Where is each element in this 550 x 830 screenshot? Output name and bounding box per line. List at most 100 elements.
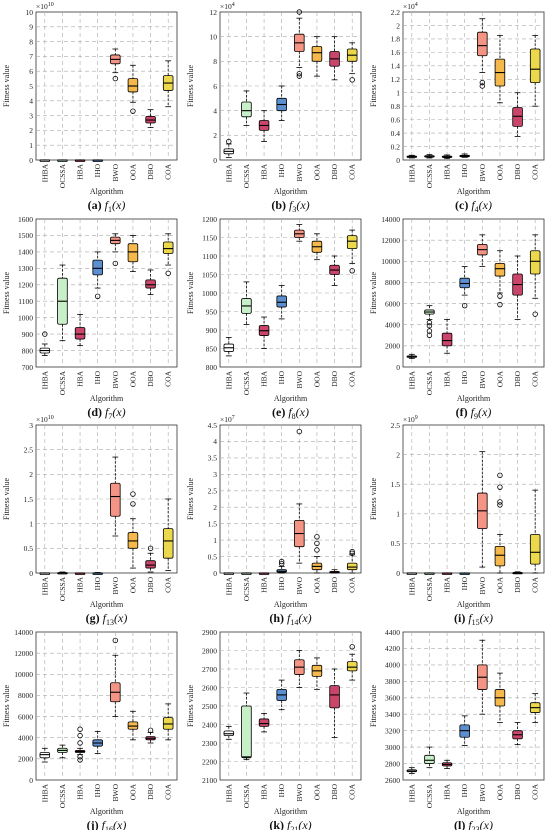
box-ihba xyxy=(39,747,51,763)
panel-e: 800 850 900 950 1000 1050 1100 1150 1200 IHBA OCSS… xyxy=(186,215,362,421)
x-tick-label: BWO xyxy=(295,370,304,388)
panel-i: 0 0.5 1 1.5 2 2.5×109 IHBA OCSSA HBA IHO BWO OOA DBO… xyxy=(369,415,545,627)
box-body xyxy=(162,528,174,559)
box-coa xyxy=(346,229,358,274)
outlier-point xyxy=(77,740,83,746)
x-tick-label: BWO xyxy=(295,576,304,594)
x-tick-label: OOA xyxy=(312,783,321,800)
y-tick-label: 1100 xyxy=(18,297,33,306)
box-ooa xyxy=(311,233,323,261)
box-body xyxy=(92,259,103,276)
x-tick-label: COA xyxy=(164,783,173,799)
box-hba xyxy=(441,319,453,354)
x-tick-label: IHBA xyxy=(224,163,233,182)
y-tick-label: 3200 xyxy=(385,726,400,735)
y-tick-label: 0.5 xyxy=(208,552,218,561)
box-bwo xyxy=(477,639,488,715)
box-coa xyxy=(346,548,358,574)
y-tick-label: 950 xyxy=(206,307,218,316)
y-tick-label: 0 xyxy=(396,569,400,578)
y-tick-label: 3.5 xyxy=(208,454,218,463)
x-tick-label: OCSSA xyxy=(242,783,251,808)
plot-area xyxy=(219,424,362,574)
x-tick-label: IHBA xyxy=(40,370,49,389)
y-tick-label: 4000 xyxy=(18,734,33,743)
box-body xyxy=(346,562,358,571)
plot-area xyxy=(402,218,545,368)
y-tick-label: 2 xyxy=(213,503,217,512)
panel-caption: (c) f4(x) xyxy=(455,198,492,214)
y-tick-label: 3800 xyxy=(385,677,400,686)
box-ooa xyxy=(127,491,139,569)
box-bwo xyxy=(294,224,305,242)
outlier-point xyxy=(426,319,433,326)
box-iho xyxy=(92,159,103,162)
outlier-point xyxy=(130,501,136,507)
y-tick-label: 4.5 xyxy=(208,421,218,430)
x-axis-title: Algorithm xyxy=(274,187,308,196)
x-tick-label: COA xyxy=(164,576,173,592)
box-iho xyxy=(276,679,287,711)
box-body xyxy=(241,705,252,759)
y-tick-label: 2900 xyxy=(202,628,217,637)
y-tick-label: 1 xyxy=(396,89,400,98)
box-body xyxy=(311,46,323,62)
x-tick-label: BWO xyxy=(111,576,120,594)
box-hba xyxy=(441,759,453,769)
box-coa xyxy=(162,60,174,108)
box-ihba xyxy=(39,572,51,575)
y-tick-label: 1.5 xyxy=(208,519,218,528)
outlier-point xyxy=(497,484,503,490)
x-tick-label: BWO xyxy=(111,163,120,181)
box-ocssa xyxy=(424,154,435,159)
y-tick-label: 12 xyxy=(210,8,218,17)
plot-area xyxy=(402,11,545,161)
x-tick-label: COA xyxy=(531,370,540,386)
y-tick-label: 1600 xyxy=(18,215,33,224)
y-tick-label: 1.4 xyxy=(391,62,401,71)
box-body xyxy=(441,332,453,347)
panel-h: 0 0.5 1 1.5 2 2.5 3 3.5 4 4.5×107 IHBA OCSSA HBA IHO B… xyxy=(186,415,362,627)
y-tick-label: 0 xyxy=(29,156,33,165)
box-coa xyxy=(346,644,358,681)
y-tick-label: 6 xyxy=(29,67,33,76)
box-ocssa xyxy=(241,572,252,575)
y-tick-label: 850 xyxy=(206,344,218,353)
panel-caption: (g) f13(x) xyxy=(86,611,128,627)
y-tick-label: 0 xyxy=(213,569,217,578)
x-tick-label: IHBA xyxy=(40,163,49,182)
y-tick-label: 8000 xyxy=(385,278,400,287)
x-tick-label: COA xyxy=(348,576,357,592)
box-body xyxy=(346,235,358,249)
x-tick-label: OOA xyxy=(495,576,504,593)
panel-caption: (b) f3(x) xyxy=(271,198,309,214)
box-bwo xyxy=(110,456,121,537)
y-tick-label: 14000 xyxy=(14,628,33,637)
box-iho xyxy=(459,153,470,158)
box-bwo xyxy=(294,650,305,688)
box-bwo xyxy=(110,637,121,717)
y-tick-label: 1150 xyxy=(202,233,217,242)
y-tick-label: 2800 xyxy=(385,759,400,768)
box-dbo xyxy=(145,269,156,296)
x-tick-label: HBA xyxy=(443,163,452,179)
x-axis-title: Algorithm xyxy=(90,187,124,196)
box-body xyxy=(529,250,541,275)
box-dbo xyxy=(329,569,340,574)
x-tick-label: BWO xyxy=(295,783,304,801)
y-tick-label: 10000 xyxy=(14,670,33,679)
outlier-point xyxy=(314,547,320,553)
y-tick-label: 3 xyxy=(213,470,217,479)
panel-d: 700 800 900 1000 1100 1200 1300 1400 1500 1600 IHB… xyxy=(2,215,178,421)
box-hba xyxy=(258,572,270,575)
y-tick-label: 2600 xyxy=(202,683,217,692)
x-axis-title: Algorithm xyxy=(90,600,124,609)
x-axis-title: Algorithm xyxy=(457,187,491,196)
box-coa xyxy=(529,693,541,723)
x-tick-label: HBA xyxy=(260,163,269,179)
x-tick-label: COA xyxy=(348,370,357,386)
y-tick-label: 800 xyxy=(206,363,218,372)
y-tick-label: 0 xyxy=(396,156,400,165)
y-tick-label: 4000 xyxy=(385,321,400,330)
